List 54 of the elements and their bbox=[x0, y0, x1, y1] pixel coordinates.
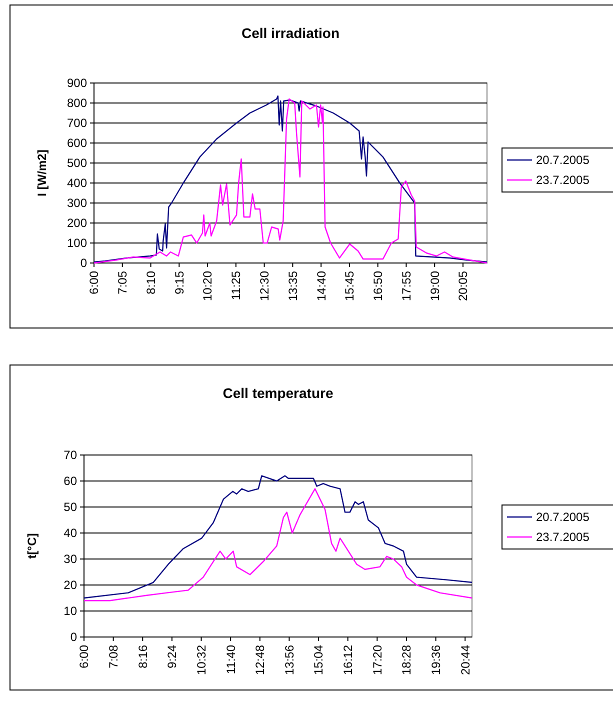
y-tick-label: 300 bbox=[66, 196, 88, 210]
x-tick-label: 11:25 bbox=[229, 270, 244, 300]
y-tick-label: 400 bbox=[66, 176, 88, 190]
x-tick-label: 8:16 bbox=[136, 644, 150, 668]
x-tick-label: 13:56 bbox=[282, 644, 296, 676]
y-tick-label: 50 bbox=[64, 500, 78, 514]
x-tick-label: 10:20 bbox=[200, 270, 215, 302]
x-tick-label: 16:50 bbox=[371, 270, 386, 302]
y-tick-label: 60 bbox=[64, 474, 78, 488]
x-tick-label: 8:10 bbox=[144, 270, 158, 294]
y-tick-label: 70 bbox=[64, 448, 78, 462]
chart-title: Cell irradiation bbox=[241, 25, 340, 41]
chart-title: Cell temperature bbox=[222, 385, 334, 401]
x-tick-label: 7:08 bbox=[106, 644, 121, 668]
x-tick-label: 17:55 bbox=[399, 270, 414, 302]
y-tick-label: 200 bbox=[66, 216, 88, 230]
legend-label: 23.7.2005 bbox=[536, 173, 590, 188]
y-tick-label: 100 bbox=[66, 236, 88, 250]
legend-label: 20.7.2005 bbox=[536, 153, 590, 168]
x-tick-label: 6:00 bbox=[87, 270, 102, 294]
x-tick-label: 16:12 bbox=[341, 644, 356, 676]
y-tick-label: 30 bbox=[64, 552, 78, 566]
x-tick-label: 17:20 bbox=[370, 644, 384, 676]
y-tick-label: 20 bbox=[64, 578, 78, 592]
legend-label: 23.7.2005 bbox=[536, 530, 590, 544]
x-tick-label: 10:32 bbox=[194, 644, 208, 676]
y-tick-label: 0 bbox=[80, 256, 88, 270]
x-tick-label: 9:15 bbox=[172, 270, 186, 294]
x-tick-label: 9:24 bbox=[165, 644, 180, 668]
y-tick-label: 500 bbox=[66, 156, 88, 170]
x-tick-label: 15:45 bbox=[342, 270, 357, 302]
y-tick-label: 700 bbox=[66, 116, 88, 130]
x-tick-label: 7:05 bbox=[116, 270, 130, 294]
x-tick-label: 20:05 bbox=[456, 270, 470, 302]
x-tick-label: 14:40 bbox=[314, 270, 328, 302]
x-tick-label: 19:00 bbox=[428, 270, 442, 302]
y-tick-label: 900 bbox=[66, 76, 88, 90]
legend-label: 20.7.2005 bbox=[536, 510, 590, 524]
x-tick-label: 18:28 bbox=[400, 644, 414, 676]
y-tick-label: 600 bbox=[66, 136, 88, 150]
x-tick-label: 12:48 bbox=[253, 644, 268, 676]
x-tick-label: 12:30 bbox=[258, 270, 272, 302]
y-tick-label: 10 bbox=[64, 604, 78, 618]
y-axis-title: I [W/m2] bbox=[35, 150, 49, 196]
x-tick-label: 6:00 bbox=[77, 644, 92, 668]
x-tick-label: 20:44 bbox=[458, 644, 472, 676]
y-tick-label: 40 bbox=[64, 526, 78, 540]
x-tick-label: 19:36 bbox=[428, 644, 443, 676]
y-tick-label: 800 bbox=[66, 96, 88, 110]
x-tick-label: 13:35 bbox=[286, 270, 300, 302]
x-tick-label: 11:40 bbox=[224, 644, 238, 674]
x-tick-label: 15:04 bbox=[312, 644, 326, 676]
y-tick-label: 0 bbox=[70, 630, 78, 644]
y-axis-title: t[°C] bbox=[25, 533, 39, 559]
